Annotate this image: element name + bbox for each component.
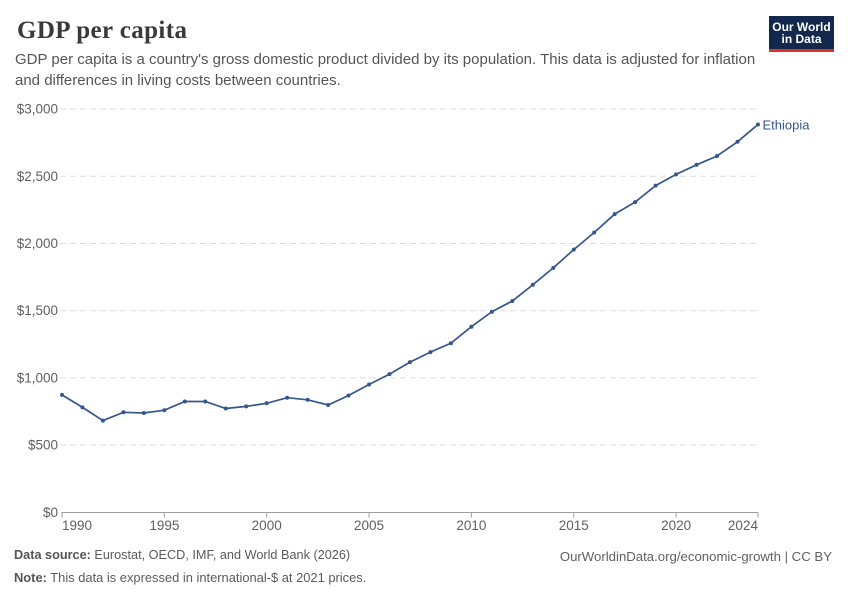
svg-text:1990: 1990 bbox=[62, 518, 92, 533]
svg-text:$2,500: $2,500 bbox=[17, 169, 58, 184]
svg-text:2000: 2000 bbox=[252, 518, 282, 533]
svg-text:$1,500: $1,500 bbox=[17, 303, 58, 318]
svg-text:$1,000: $1,000 bbox=[17, 370, 58, 385]
svg-text:2010: 2010 bbox=[456, 518, 486, 533]
svg-text:Ethiopia: Ethiopia bbox=[763, 118, 811, 133]
svg-text:2024: 2024 bbox=[728, 518, 759, 533]
svg-text:$0: $0 bbox=[43, 505, 58, 520]
svg-text:2020: 2020 bbox=[661, 518, 691, 533]
svg-text:2005: 2005 bbox=[354, 518, 384, 533]
svg-text:1995: 1995 bbox=[149, 518, 179, 533]
svg-text:$2,000: $2,000 bbox=[17, 236, 58, 251]
svg-text:$3,000: $3,000 bbox=[17, 102, 58, 117]
svg-text:$500: $500 bbox=[28, 438, 58, 453]
svg-text:2015: 2015 bbox=[559, 518, 589, 533]
